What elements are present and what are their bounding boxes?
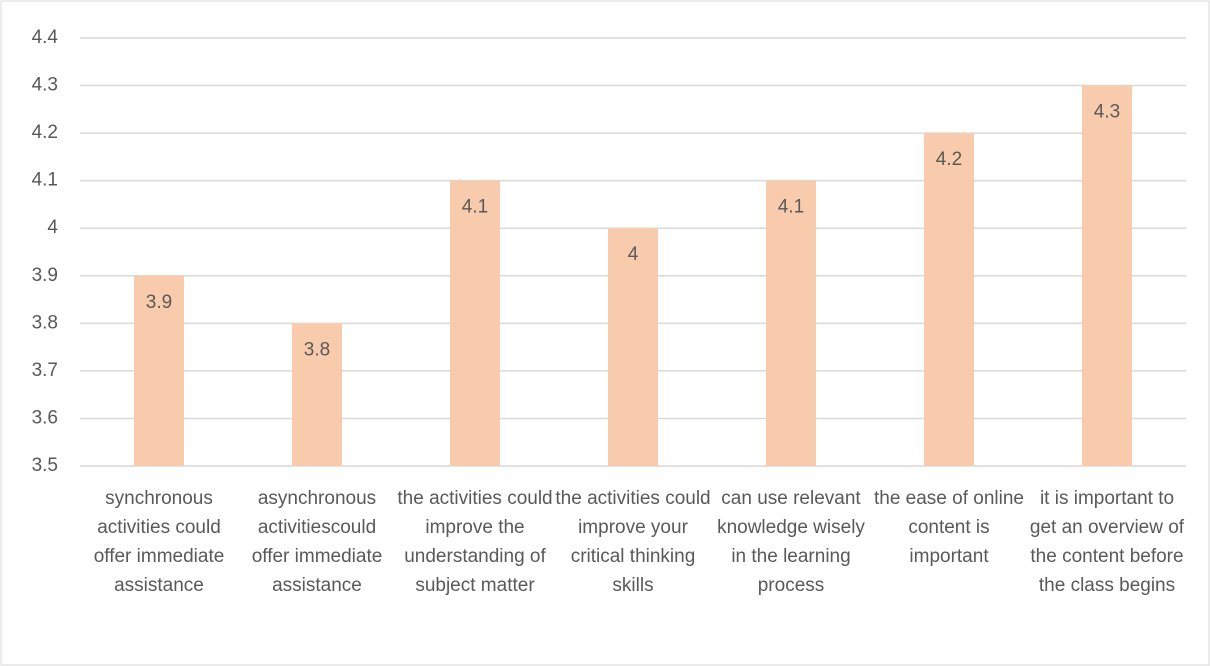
data-label: 4.3 bbox=[1094, 102, 1120, 123]
bar bbox=[134, 275, 184, 466]
x-tick-label: can use relevant knowledge wisely in the… bbox=[717, 488, 865, 596]
y-tick-label: 4.1 bbox=[32, 170, 58, 191]
bar bbox=[450, 180, 500, 466]
bar bbox=[292, 323, 342, 466]
y-tick-label: 4.3 bbox=[32, 75, 58, 96]
y-tick-label: 3.7 bbox=[32, 360, 58, 381]
x-tick-label: synchronous activities could offer immed… bbox=[93, 488, 225, 596]
y-tick-label: 3.9 bbox=[32, 265, 58, 286]
y-tick-label: 4.2 bbox=[32, 122, 58, 143]
bar bbox=[924, 133, 974, 466]
y-tick-label: 4 bbox=[47, 217, 58, 238]
x-tick-label: it is important to get an overview of th… bbox=[1029, 488, 1185, 596]
x-tick-label: the activities could improve the underst… bbox=[397, 488, 553, 596]
y-tick-label: 3.5 bbox=[32, 455, 58, 476]
bar bbox=[1082, 85, 1132, 467]
y-tick-label: 3.6 bbox=[32, 407, 58, 428]
data-label: 4.1 bbox=[778, 197, 804, 218]
data-label: 3.9 bbox=[146, 292, 172, 313]
x-tick-label: the ease of online content is important bbox=[873, 488, 1024, 567]
data-label: 4.1 bbox=[462, 197, 488, 218]
data-label: 3.8 bbox=[304, 339, 330, 360]
y-tick-label: 3.8 bbox=[32, 312, 58, 333]
data-label: 4 bbox=[628, 244, 639, 265]
bar bbox=[608, 228, 658, 466]
bar bbox=[766, 180, 816, 466]
y-tick-label: 4.4 bbox=[32, 27, 59, 48]
x-tick-label: asynchronous activitiescould offer immed… bbox=[251, 488, 383, 596]
x-tick-label: the activities could improve your critic… bbox=[555, 488, 711, 596]
data-label: 4.2 bbox=[936, 149, 962, 170]
